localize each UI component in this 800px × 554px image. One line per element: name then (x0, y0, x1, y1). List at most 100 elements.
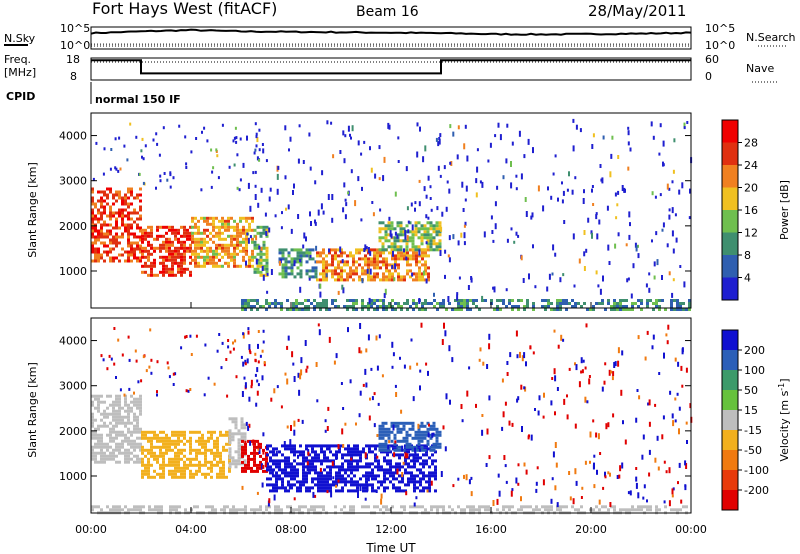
scatter-cell (418, 275, 421, 279)
scatter-cell (602, 135, 605, 140)
scatter-cell (379, 266, 382, 270)
scatter-cell (381, 430, 385, 434)
scatter-cell (121, 196, 124, 200)
colorbar-tick-label: 4 (744, 272, 751, 285)
scatter-cell (435, 224, 439, 228)
scatter-cell (109, 167, 112, 171)
scatter-cell (299, 251, 303, 255)
scatter-cell (121, 211, 124, 215)
scatter-cell (261, 349, 264, 353)
scatter-cell (389, 468, 392, 472)
scatter-cell (103, 241, 106, 245)
scatter-cell (409, 269, 412, 273)
scatter-cell (434, 471, 437, 475)
scatter-cell (286, 299, 289, 302)
scatter-cell (435, 433, 439, 437)
scatter-cell (617, 347, 620, 354)
scatter-cell (672, 248, 675, 254)
scatter-cell (253, 228, 257, 232)
scatter-cell (265, 505, 268, 509)
scatter-cell (358, 263, 361, 267)
scatter-cell (278, 465, 281, 469)
scatter-cell (210, 433, 213, 437)
scatter-cell (130, 457, 133, 461)
scatter-cell (253, 255, 257, 259)
scatter-cell (374, 474, 377, 478)
scatter-cell (219, 472, 222, 476)
velocity-colorbar-label-sup: -1 (777, 383, 786, 391)
scatter-cell (630, 293, 633, 299)
scatter-cell (359, 483, 362, 487)
scatter-cell (436, 308, 439, 311)
scatter-cell (397, 251, 400, 255)
scatter-cell (385, 308, 388, 311)
scatter-cell (241, 469, 244, 473)
scatter-cell (394, 384, 397, 388)
scatter-cell (233, 249, 236, 253)
scatter-cell (288, 148, 290, 152)
scatter-cell (444, 446, 447, 452)
scatter-cell (311, 248, 315, 252)
scatter-cell (668, 271, 671, 276)
scatter-cell (532, 147, 534, 154)
scatter-cell (190, 353, 193, 356)
scatter-cell (290, 450, 293, 454)
scatter-cell (322, 260, 325, 264)
scatter-cell (617, 360, 620, 367)
scatter-cell (511, 305, 514, 308)
scatter-cell (637, 244, 639, 248)
scatter-cell (287, 260, 291, 264)
scatter-cell (118, 211, 121, 215)
scatter-cell (207, 466, 210, 470)
scatter-cell (598, 508, 601, 512)
scatter-cell (147, 472, 150, 476)
scatter-cell (417, 439, 421, 443)
scatter-cell (427, 216, 430, 220)
scatter-cell (121, 433, 124, 437)
scatter-cell (191, 216, 194, 220)
scatter-cell (133, 208, 136, 212)
scatter-cell (498, 490, 501, 497)
scatter-cell (127, 241, 130, 245)
scatter-cell (341, 456, 344, 460)
scatter-cell (304, 308, 307, 311)
scatter-cell (411, 224, 414, 231)
scatter-cell (251, 219, 254, 223)
scatter-cell (469, 508, 472, 512)
scatter-cell (239, 216, 242, 220)
scatter-cell (189, 243, 192, 247)
scatter-cell (654, 403, 657, 407)
scatter-cell (340, 260, 343, 264)
scatter-cell (133, 442, 136, 446)
scatter-cell (147, 475, 150, 479)
scatter-cell (304, 505, 307, 509)
scatter-cell (435, 248, 439, 252)
scatter-cell (490, 215, 493, 220)
nsearch-label: N.Search (746, 31, 796, 44)
scatter-cell (356, 483, 359, 487)
scatter-cell (364, 257, 367, 261)
scatter-cell (373, 302, 376, 305)
scatter-cell (239, 264, 242, 268)
scatter-cell (335, 453, 338, 457)
scatter-cell (106, 250, 109, 254)
scatter-cell (94, 217, 97, 221)
scatter-cell (245, 216, 248, 220)
scatter-cell (237, 453, 241, 457)
scatter-cell (253, 457, 256, 461)
scatter-cell (244, 302, 247, 305)
scatter-cell (378, 227, 382, 231)
scatter-cell (514, 305, 517, 308)
scatter-cell (352, 305, 355, 308)
scatter-cell (244, 251, 247, 256)
scatter-cell (127, 259, 130, 263)
scatter-cell (439, 133, 442, 138)
scatter-cell (189, 255, 192, 259)
scatter-cell (91, 214, 94, 218)
scatter-cell (147, 264, 150, 268)
scatter-cell (337, 275, 340, 279)
scatter-cell (204, 448, 207, 452)
scatter-cell (200, 216, 203, 220)
